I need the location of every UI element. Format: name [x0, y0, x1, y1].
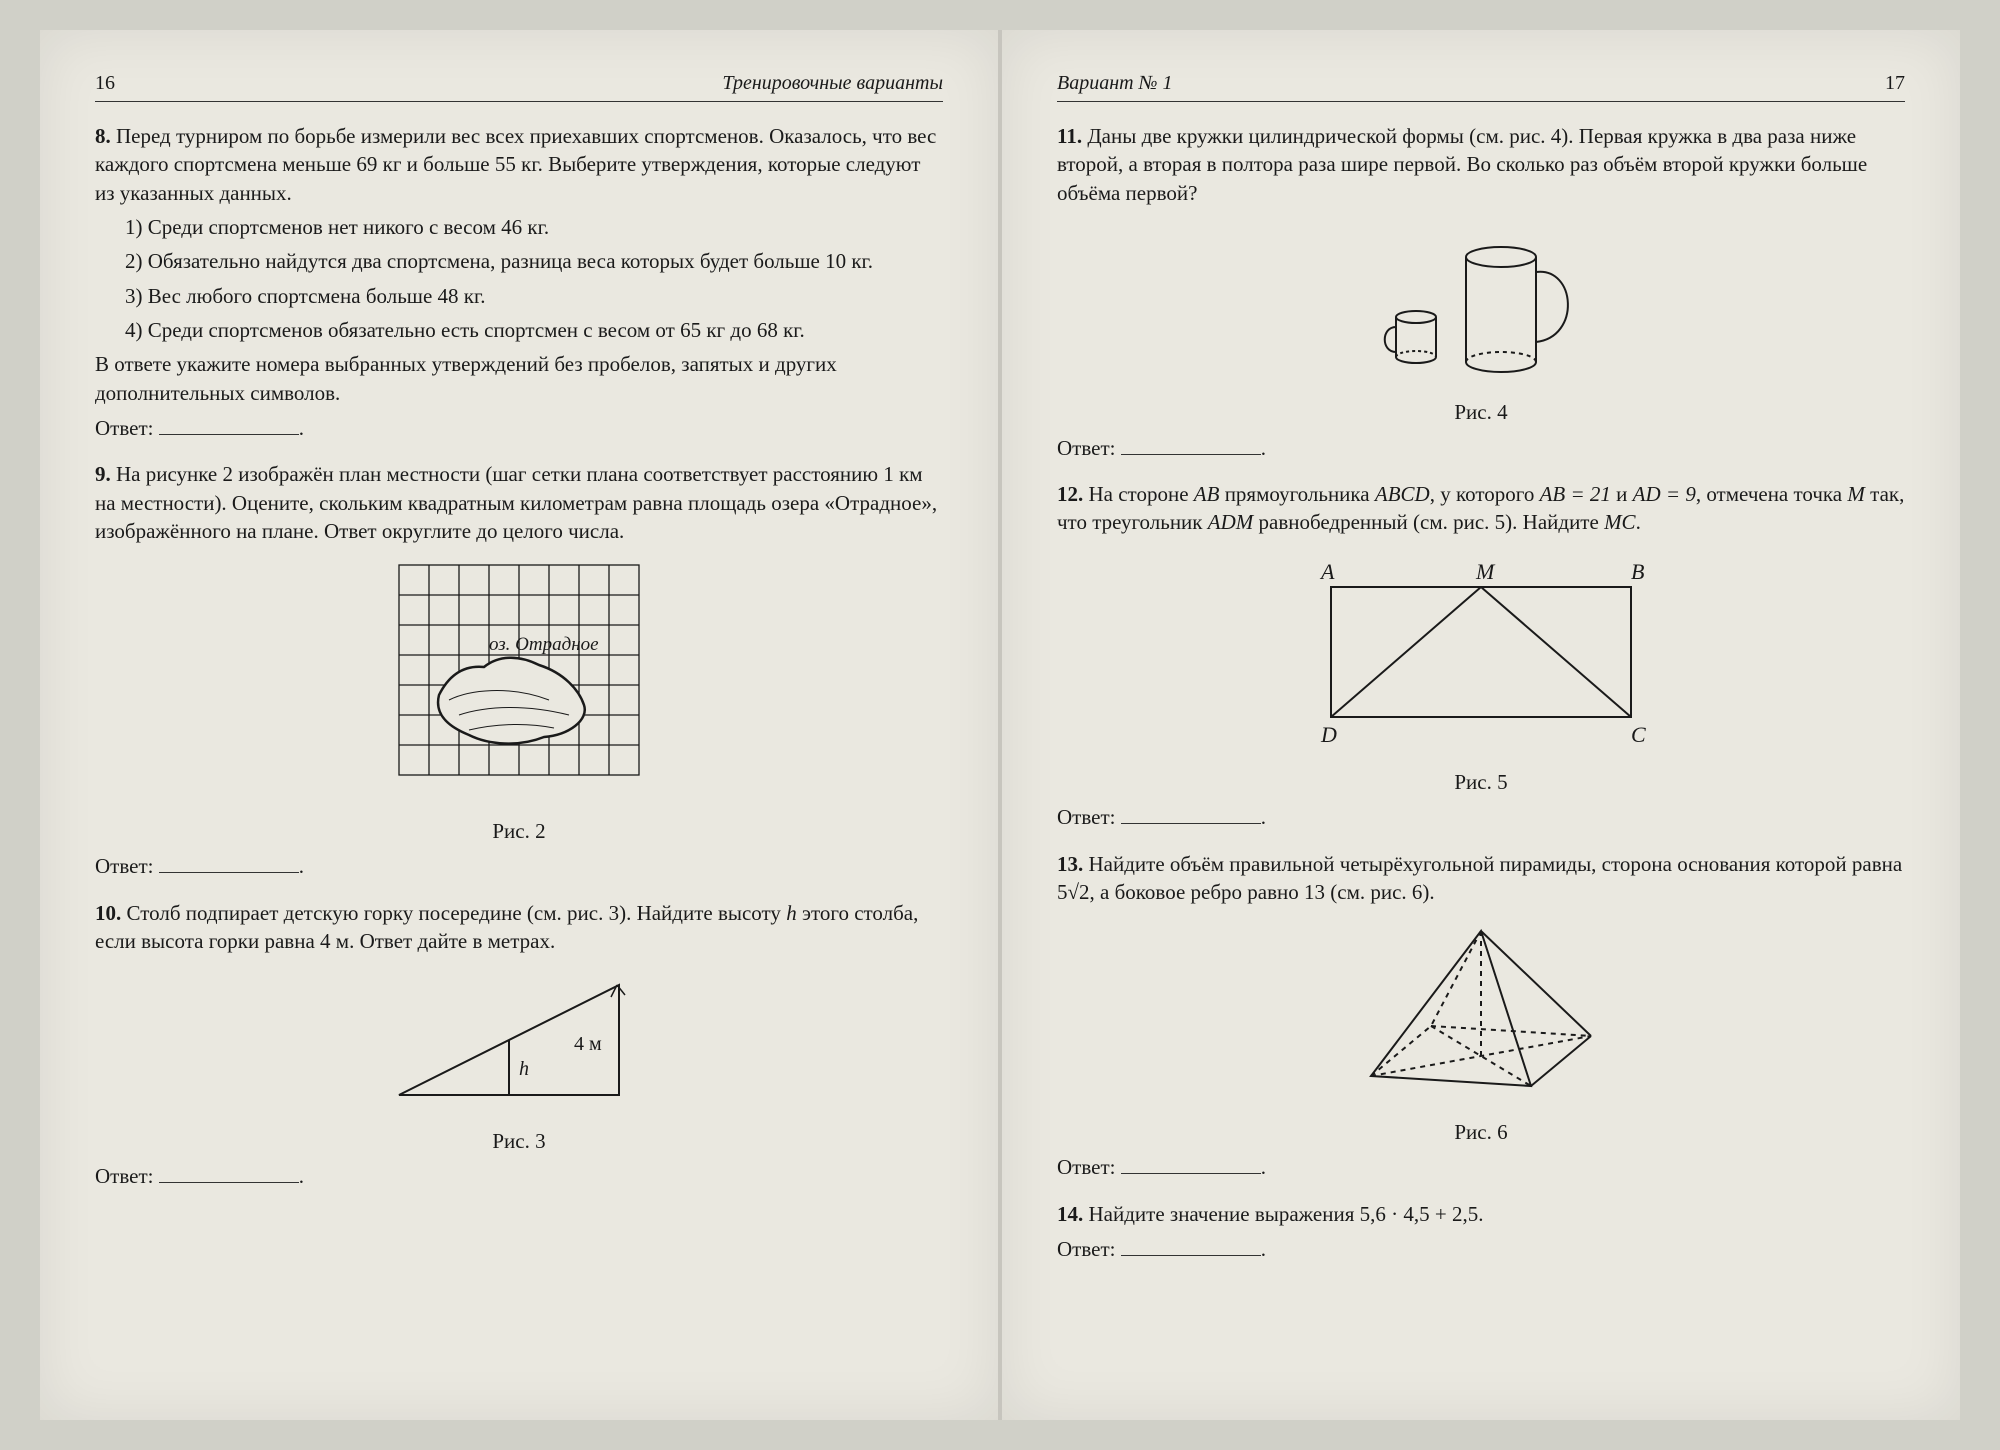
- q8-opt1: 1) Среди спортсменов нет никого с весом …: [125, 213, 943, 241]
- page-number-left: 16: [95, 70, 115, 97]
- q12-t7: равнобедренный (см. рис. 5). Найдите: [1253, 510, 1604, 534]
- q8-text: Перед турниром по борьбе измерили вес вс…: [95, 124, 936, 205]
- q8-opt4: 4) Среди спортсменов обязательно есть сп…: [125, 316, 943, 344]
- q9-answer-label: Ответ:: [95, 854, 153, 878]
- page-number-right: 17: [1885, 70, 1905, 97]
- q12-MC: MC: [1604, 510, 1636, 534]
- q10-text-a: Столб подпирает детскую горку посередине…: [127, 901, 787, 925]
- q12-answer-blank: [1121, 802, 1261, 824]
- mugs-svg: [1361, 217, 1601, 387]
- q8-number: 8.: [95, 124, 111, 148]
- q12-labM: M: [1475, 559, 1496, 584]
- q13-answer: Ответ: .: [1057, 1152, 1905, 1181]
- q13-number: 13.: [1057, 852, 1083, 876]
- q12-t3: , у которого: [1430, 482, 1540, 506]
- lake-grid-svg: оз. Отрадное: [369, 555, 669, 805]
- q13-t2: , а боковое ребро равно 13 (см. рис. 6).: [1090, 880, 1435, 904]
- q12-t2: прямоугольника: [1219, 482, 1374, 506]
- q11-caption: Рис. 4: [1057, 398, 1905, 426]
- q10-h: h: [786, 901, 797, 925]
- q10-answer: Ответ: .: [95, 1161, 943, 1190]
- page-right: Вариант № 1 17 11. Даны две кружки цилин…: [1000, 30, 1960, 1420]
- q8-tail: В ответе укажите номера выбранных утверж…: [95, 350, 943, 407]
- q12-ABCD: ABCD: [1375, 482, 1430, 506]
- q9-figure: оз. Отрадное: [95, 555, 943, 812]
- q12-t5: , отмечена точка: [1696, 482, 1848, 506]
- q10-label-h: h: [519, 1058, 529, 1080]
- q14-answer: Ответ: .: [1057, 1234, 1905, 1263]
- pyramid-svg: [1331, 916, 1631, 1106]
- q12-labB: B: [1631, 559, 1644, 584]
- q13-caption: Рис. 6: [1057, 1118, 1905, 1146]
- q13-val: 5√2: [1057, 880, 1090, 904]
- q12-figure: A M B D C: [1057, 547, 1905, 764]
- q12-labA: A: [1319, 559, 1335, 584]
- q14-number: 14.: [1057, 1202, 1083, 1226]
- q14-text: Найдите значение выражения 5,6 · 4,5 + 2…: [1089, 1202, 1484, 1226]
- q11-number: 11.: [1057, 124, 1082, 148]
- q12-eq2: AD = 9: [1633, 482, 1696, 506]
- q11-answer-blank: [1121, 433, 1261, 455]
- q11-figure: [1057, 217, 1905, 394]
- q8-answer: Ответ: .: [95, 413, 943, 442]
- slide-triangle-svg: h 4 м: [379, 965, 659, 1115]
- q11-answer-label: Ответ:: [1057, 436, 1115, 460]
- q13-answer-label: Ответ:: [1057, 1155, 1115, 1179]
- q9-answer-blank: [159, 851, 299, 873]
- question-14: 14. Найдите значение выражения 5,6 · 4,5…: [1057, 1200, 1905, 1264]
- q11-answer: Ответ: .: [1057, 433, 1905, 462]
- q9-text: На рисунке 2 изображён план местности (ш…: [95, 462, 937, 543]
- q12-answer: Ответ: .: [1057, 802, 1905, 831]
- q13-figure: [1057, 916, 1905, 1113]
- q13-t1: Найдите объём правильной четырёхугольной…: [1089, 852, 1903, 876]
- q12-t1: На стороне: [1089, 482, 1194, 506]
- question-8: 8. Перед турниром по борьбе измерили вес…: [95, 122, 943, 442]
- q12-AB: AB: [1194, 482, 1220, 506]
- q8-opt3: 3) Вес любого спортсмена больше 48 кг.: [125, 282, 943, 310]
- question-9: 9. На рисунке 2 изображён план местности…: [95, 460, 943, 880]
- q10-answer-label: Ответ:: [95, 1164, 153, 1188]
- q8-options: 1) Среди спортсменов нет никого с весом …: [125, 213, 943, 344]
- q9-answer: Ответ: .: [95, 851, 943, 880]
- q12-eq1: AB = 21: [1540, 482, 1611, 506]
- book-spread: 16 Тренировочные варианты 8. Перед турни…: [0, 0, 2000, 1450]
- question-11: 11. Даны две кружки цилиндрической формы…: [1057, 122, 1905, 462]
- q10-answer-blank: [159, 1161, 299, 1183]
- q14-answer-label: Ответ:: [1057, 1237, 1115, 1261]
- q8-answer-blank: [159, 413, 299, 435]
- q12-labC: C: [1631, 722, 1646, 747]
- q12-M: M: [1847, 482, 1865, 506]
- running-head-left: 16 Тренировочные варианты: [95, 70, 943, 102]
- q13-answer-blank: [1121, 1152, 1261, 1174]
- q8-opt2: 2) Обязательно найдутся два спортсмена, …: [125, 247, 943, 275]
- q12-ADM: ADM: [1208, 510, 1254, 534]
- question-12: 12. На стороне AB прямоугольника ABCD, у…: [1057, 480, 1905, 832]
- q12-labD: D: [1320, 722, 1337, 747]
- running-title-left: Тренировочные варианты: [722, 70, 943, 97]
- q8-answer-label: Ответ:: [95, 416, 153, 440]
- q9-number: 9.: [95, 462, 111, 486]
- question-10: 10. Столб подпирает детскую горку посере…: [95, 899, 943, 1191]
- running-title-right: Вариант № 1: [1057, 70, 1172, 97]
- page-left: 16 Тренировочные варианты 8. Перед турни…: [40, 30, 1000, 1420]
- q12-answer-label: Ответ:: [1057, 805, 1115, 829]
- q10-number: 10.: [95, 901, 121, 925]
- q12-caption: Рис. 5: [1057, 768, 1905, 796]
- q10-label-4m: 4 м: [574, 1033, 602, 1055]
- rectangle-svg: A M B D C: [1271, 547, 1691, 757]
- q11-text: Даны две кружки цилиндрической формы (см…: [1057, 124, 1867, 205]
- q14-answer-blank: [1121, 1234, 1261, 1256]
- question-13: 13. Найдите объём правильной четырёхугол…: [1057, 850, 1905, 1182]
- q9-caption: Рис. 2: [95, 817, 943, 845]
- q12-t8: .: [1636, 510, 1641, 534]
- q12-number: 12.: [1057, 482, 1083, 506]
- q12-t4: и: [1611, 482, 1633, 506]
- q10-caption: Рис. 3: [95, 1127, 943, 1155]
- running-head-right: Вариант № 1 17: [1057, 70, 1905, 102]
- q10-figure: h 4 м: [95, 965, 943, 1122]
- lake-label: оз. Отрадное: [489, 634, 599, 655]
